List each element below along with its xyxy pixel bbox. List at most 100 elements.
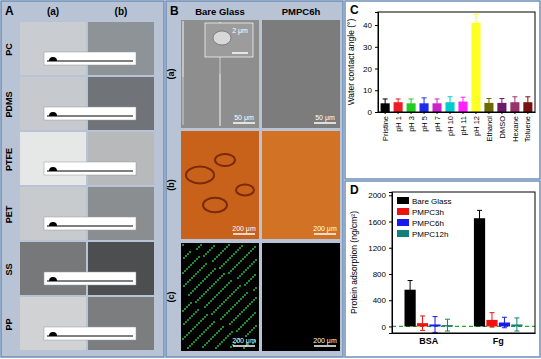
texture-dot xyxy=(182,21,183,22)
texture-dot xyxy=(184,308,186,310)
error-cap xyxy=(422,108,427,109)
tick: 10 xyxy=(363,86,378,95)
texture-blotch xyxy=(236,185,254,196)
texture-dot xyxy=(214,268,216,270)
x-axis: PristinepH 1pH 3pH 5pH 7pH 10pH 11pH 12E… xyxy=(379,112,536,142)
legend-swatch xyxy=(397,219,409,226)
texture-blotch xyxy=(215,154,235,166)
texture-dot xyxy=(219,106,220,107)
texture-dot xyxy=(213,245,215,247)
error-cap xyxy=(499,107,504,108)
texture-dot xyxy=(237,287,239,289)
texture-dot xyxy=(220,318,222,320)
texture-dot xyxy=(212,298,214,300)
texture-dot xyxy=(198,322,200,324)
tick: 400 xyxy=(373,296,392,305)
texture-dot xyxy=(182,71,183,72)
texture-dot xyxy=(219,68,220,69)
inset-particle xyxy=(213,31,231,45)
error-cap xyxy=(473,14,478,15)
texture-dot xyxy=(193,341,195,343)
panel-frame xyxy=(345,1,540,179)
texture-dot xyxy=(182,63,183,64)
texture-dot xyxy=(182,77,183,78)
texture-dot xyxy=(182,47,183,48)
texture-dot xyxy=(185,283,187,285)
texture-dot xyxy=(182,65,183,66)
error-cap xyxy=(433,316,438,317)
texture-dot xyxy=(240,260,242,262)
sample-photo xyxy=(88,22,154,75)
sample-photo xyxy=(88,297,154,350)
texture-dot xyxy=(222,316,224,318)
texture-dot xyxy=(185,255,187,257)
texture-dot xyxy=(212,270,214,272)
tick-mark xyxy=(450,112,451,114)
tick: pH 1 xyxy=(394,112,403,132)
texture-dot xyxy=(219,124,220,125)
texture-dot xyxy=(237,315,239,317)
texture-dot xyxy=(245,269,247,271)
texture-dot xyxy=(182,59,183,60)
texture-dot xyxy=(223,339,225,341)
texture-dot xyxy=(251,329,253,331)
texture-dot xyxy=(215,281,217,283)
texture-dot xyxy=(203,255,205,257)
texture-dot xyxy=(192,290,194,292)
texture-dot xyxy=(218,330,220,332)
texture-dot xyxy=(239,247,241,249)
texture-dot xyxy=(216,332,218,334)
texture-dot xyxy=(209,287,211,289)
droplet-inset xyxy=(44,107,136,120)
micrograph xyxy=(262,243,340,351)
texture-dot xyxy=(192,328,194,330)
error-cap xyxy=(486,98,491,99)
tick-mark xyxy=(389,326,392,327)
plot-frame xyxy=(392,192,535,333)
plot-frame xyxy=(378,12,535,112)
texture-dot xyxy=(219,110,220,111)
texture-dot xyxy=(182,119,183,120)
tick-mark xyxy=(488,112,489,114)
tick: DMSO xyxy=(498,112,507,139)
texture-dot xyxy=(226,312,228,314)
texture-dot xyxy=(194,326,196,328)
sample-photo xyxy=(20,77,86,130)
texture-dot xyxy=(248,280,250,282)
texture-dot xyxy=(219,78,220,79)
tick-label: 1200 xyxy=(368,244,386,253)
texture-dot xyxy=(194,260,196,262)
error-bar xyxy=(445,319,450,331)
texture-dot xyxy=(219,88,220,89)
error-bar xyxy=(409,99,414,108)
texture-dot xyxy=(219,60,220,61)
texture-dot xyxy=(204,306,206,308)
texture-dot xyxy=(183,285,185,287)
inset xyxy=(205,23,253,57)
texture-dot xyxy=(208,340,210,342)
texture-dot xyxy=(182,113,183,114)
texture-dot xyxy=(182,99,183,100)
tick-mark xyxy=(398,112,399,114)
texture-dot xyxy=(201,267,203,269)
error-bar xyxy=(477,210,482,226)
texture-dot xyxy=(182,53,183,54)
texture-dot xyxy=(218,254,220,256)
texture-dot xyxy=(219,106,220,107)
error-line xyxy=(475,14,476,31)
error-cap xyxy=(525,107,530,108)
texture-dot xyxy=(206,276,208,278)
texture-dot xyxy=(184,270,186,272)
texture-dot xyxy=(217,307,219,309)
texture-dot xyxy=(211,323,213,325)
texture-dot xyxy=(244,294,246,296)
error-cap xyxy=(435,107,440,108)
droplet xyxy=(49,57,57,61)
legend-entry: PMPC6h xyxy=(412,219,444,228)
texture-dot xyxy=(188,294,190,296)
texture-dot xyxy=(219,70,220,71)
texture-dot xyxy=(203,265,205,267)
error-cap xyxy=(512,96,517,97)
sample-photo xyxy=(20,187,86,240)
error-bar xyxy=(396,99,401,106)
